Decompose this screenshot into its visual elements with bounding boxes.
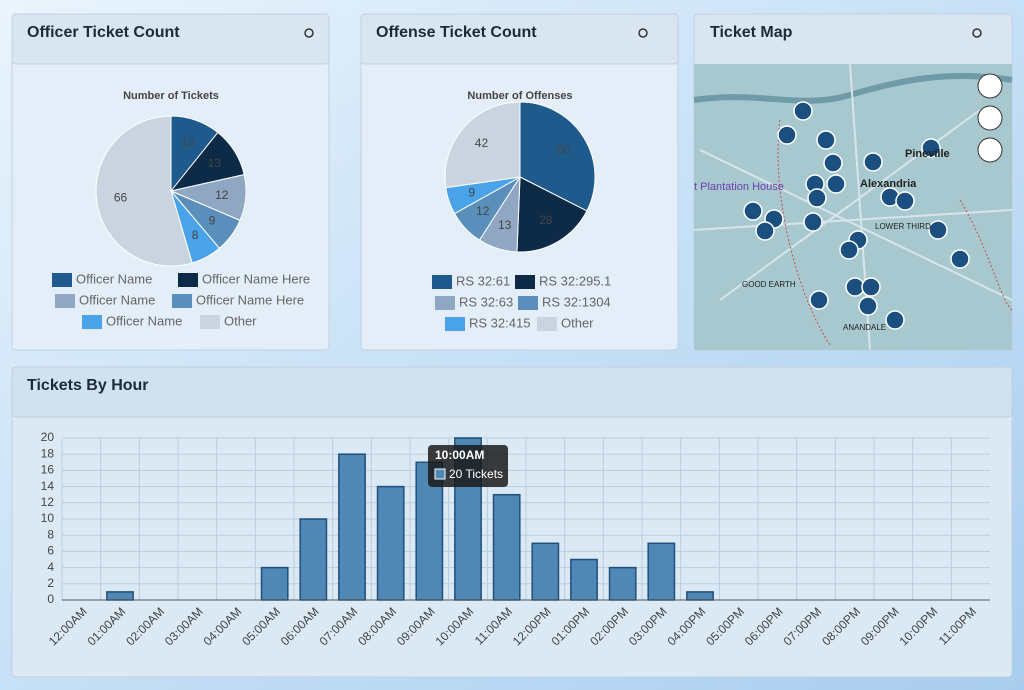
y-tick-label: 10 [41,511,55,525]
map-label: Pineville [905,148,950,160]
zoom-icon[interactable] [304,28,314,38]
legend-swatch [445,317,465,331]
map-label: LOWER THIRD [875,222,931,231]
legend-label: Other [224,313,257,328]
y-tick-label: 16 [41,463,55,477]
pie-slice [519,101,596,212]
slice-label: 8 [192,228,199,242]
panel-title: Tickets By Hour [27,377,149,394]
y-tick-label: 20 [41,430,55,444]
slice-label: 13 [181,135,195,149]
legend-swatch [52,273,72,287]
legend-swatch [178,273,198,287]
bar [492,493,521,601]
y-tick-label: 8 [47,527,54,541]
bar [647,542,676,601]
panel-title: Offense Ticket Count [376,24,537,41]
y-tick-label: 4 [47,560,54,574]
roads [693,63,1013,351]
boundary [777,119,1013,346]
legend-label: Officer Name Here [202,271,310,286]
legend-label: Officer Name Here [196,292,304,307]
slice-label: 50 [557,142,571,156]
river [693,73,1013,104]
pie-slice [95,115,193,267]
legend-swatch [537,317,557,331]
charts: Number of Tickets 13 Officer Name 13 Officer… [41,90,990,648]
map-panel: Ticket Map Pineville Alexandria t Plantati… [693,13,1013,351]
pie-slice [444,101,521,189]
slice-label: 42 [475,136,489,150]
y-tick-label: 2 [47,576,54,590]
legend-swatch [515,275,535,289]
bar [106,591,134,601]
slice-label: 66 [114,190,128,204]
chart-title: Number of Offenses [467,90,572,102]
bar [260,566,289,601]
map-controls [977,73,1003,163]
bar [338,453,366,601]
legend-label: Officer Name [79,292,155,307]
y-tick-label: 0 [47,592,54,606]
slice-label: 12 [476,204,490,218]
map-labels: Pineville Alexandria t Plantation House LOW… [694,148,950,332]
legend-label: Officer Name [76,271,152,286]
bar [608,566,637,601]
map-label: Alexandria [860,178,917,190]
zoom-icon[interactable] [638,28,648,38]
legend-swatch [435,296,455,310]
zoom-out[interactable] [977,105,1003,131]
legend-swatch [518,296,538,310]
map-label: ANANDALE [843,323,886,332]
slice-label: 9 [209,213,216,227]
bar [686,591,714,601]
slice-label: 12 [215,188,229,202]
slice-label: 9 [468,186,475,200]
bar [531,542,560,601]
legend-label: RS 32:1304 [542,294,611,309]
legend-swatch [200,315,220,329]
y-tick-label: 14 [41,479,55,493]
y-tick-label: 12 [41,495,55,509]
tooltip [428,445,508,487]
map-label: t Plantation House [694,181,784,193]
zoom-in[interactable] [977,73,1003,99]
legend-label: RS 32:63 [459,294,513,309]
bar [570,558,598,601]
panel-title: Ticket Map [710,24,793,41]
slice-label: 13 [208,156,222,170]
y-tick-label: 6 [47,544,54,558]
legend-swatch [82,315,102,329]
legend-swatch [55,294,75,308]
layers[interactable] [977,137,1003,163]
legend-swatch [172,294,192,308]
legend-label: RS 32:295.1 [539,273,611,288]
bar [376,485,405,601]
map-label: GOOD EARTH [742,280,796,289]
panel-header [11,366,1013,418]
panel-header [360,13,679,65]
zoom-icon[interactable] [972,28,982,38]
bar [299,518,328,601]
legend-swatch [432,275,452,289]
panel-header [11,13,330,65]
legend-label: RS 32:61 [456,273,510,288]
panel-title: Officer Ticket Count [27,24,180,41]
slice-label: 13 [498,218,512,232]
markers [743,101,970,330]
legend-label: Officer Name [106,313,182,328]
legend-label: RS 32:415 [469,315,530,330]
tooltip-text: 20 Tickets [449,467,503,481]
legend-label: Other [561,315,594,330]
pie-slice [516,176,588,253]
tooltip-title: 10:00AM [435,448,484,462]
tooltip-swatch [434,468,446,480]
y-tick-label: 18 [41,446,55,460]
slice-label: 28 [539,213,553,227]
chart-title: Number of Tickets [123,90,219,102]
